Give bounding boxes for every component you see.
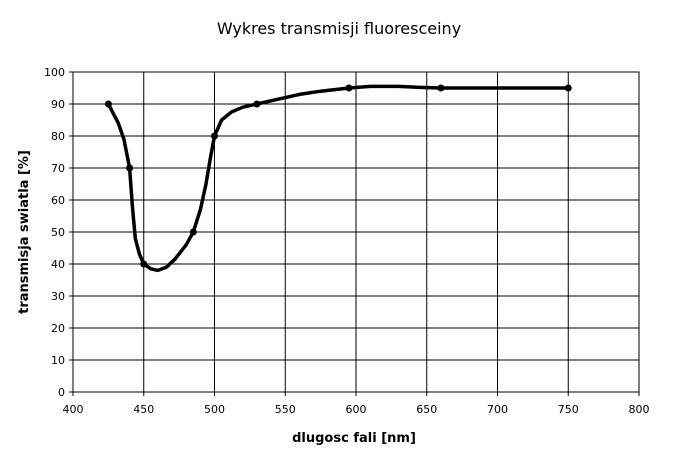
x-tick-label: 600 bbox=[346, 403, 367, 416]
x-tick-label: 650 bbox=[416, 403, 437, 416]
data-point bbox=[564, 84, 572, 92]
x-tick-label: 550 bbox=[275, 403, 296, 416]
y-tick-label: 60 bbox=[51, 194, 65, 207]
x-tick-label: 750 bbox=[558, 403, 579, 416]
chart-title: Wykres transmisji fluoresceiny bbox=[217, 19, 461, 38]
series-line bbox=[106, 84, 571, 273]
y-tick-label: 20 bbox=[51, 322, 65, 335]
y-tick-label: 0 bbox=[58, 386, 65, 399]
x-tick-label: 450 bbox=[133, 403, 154, 416]
y-tick-label: 90 bbox=[51, 98, 65, 111]
y-tick-label: 100 bbox=[44, 66, 65, 79]
x-tick-label: 800 bbox=[629, 403, 650, 416]
x-tick-label: 400 bbox=[63, 403, 84, 416]
data-point bbox=[253, 100, 261, 108]
grid bbox=[72, 71, 640, 393]
axes bbox=[69, 71, 640, 396]
y-axis-label: transmisja swiatla [%] bbox=[17, 150, 32, 314]
x-axis-label: dlugosc fali [nm] bbox=[292, 431, 416, 446]
x-tick-label: 700 bbox=[487, 403, 508, 416]
y-tick-label: 30 bbox=[51, 290, 65, 303]
data-point bbox=[126, 164, 134, 172]
data-point bbox=[211, 132, 218, 140]
data-point bbox=[437, 84, 445, 92]
y-tick-label: 50 bbox=[51, 226, 65, 239]
y-tick-label: 10 bbox=[51, 354, 65, 367]
data-point bbox=[140, 260, 148, 268]
data-point bbox=[189, 228, 197, 236]
series bbox=[104, 84, 572, 273]
y-tick-label: 40 bbox=[51, 258, 65, 271]
y-tick-label: 80 bbox=[51, 130, 65, 143]
data-point bbox=[104, 100, 112, 108]
plot-frame bbox=[72, 71, 640, 393]
data-point bbox=[345, 84, 353, 92]
y-tick-label: 70 bbox=[51, 162, 65, 175]
x-tick-label: 500 bbox=[204, 403, 225, 416]
tick-labels: 0 10 20 30 40 50 60 70 80 90 100 400 450 500 550 600 650… bbox=[44, 66, 650, 416]
